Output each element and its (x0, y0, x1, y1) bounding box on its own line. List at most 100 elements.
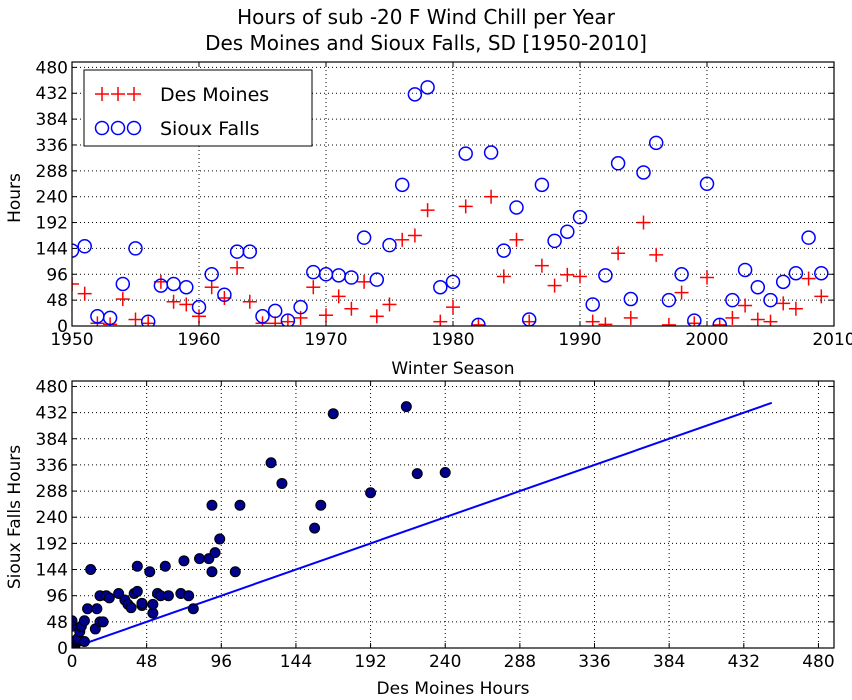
des-moines-point (636, 215, 651, 230)
sioux-falls-point (585, 297, 600, 312)
des-moines-point (72, 276, 79, 291)
bottom-chart-y-tick-label: 432 (36, 404, 68, 424)
sioux-falls-point (763, 292, 778, 308)
des-moines-point (433, 314, 448, 326)
des-moines-point (788, 301, 803, 316)
sioux-falls-point (217, 287, 232, 303)
sioux-falls-point (77, 239, 92, 254)
des-moines-point (128, 312, 143, 326)
sioux-falls-point (623, 291, 639, 307)
comparison-point (315, 499, 327, 511)
top-chart-y-tick-label: 144 (36, 239, 68, 259)
des-moines-point (585, 314, 600, 326)
comparison-point (159, 560, 171, 572)
comparison-point (82, 603, 94, 615)
sioux-falls-point (750, 279, 766, 295)
top-chart-y-tick-label: 336 (36, 136, 68, 156)
top-chart-y-tick-label: 0 (57, 317, 68, 337)
des-moines-point (547, 278, 562, 293)
sioux-falls-point (687, 313, 702, 326)
bottom-chart-y-tick-label: 0 (57, 639, 68, 659)
des-moines-point (801, 271, 816, 286)
top-chart-xlabel: Winter Season (391, 359, 514, 379)
des-moines-point (725, 310, 740, 325)
sioux-falls-point (255, 309, 270, 324)
comparison-point (162, 590, 174, 602)
des-moines-point (382, 297, 397, 312)
bottom-chart-y-tick-label: 192 (36, 534, 68, 554)
des-moines-point (509, 232, 524, 247)
bottom-chart-frame (71, 380, 835, 649)
top-chart-y-tick-label: 432 (36, 84, 68, 104)
des-moines-point (674, 285, 689, 300)
bottom-chart-x-tick-label: 192 (354, 652, 386, 672)
sioux-falls-point (737, 262, 753, 278)
des-moines-point (331, 289, 346, 304)
bottom-chart-x-tick-label: 336 (578, 652, 610, 672)
top-chart-x-tick-label: 1960 (177, 330, 220, 350)
des-moines-point (268, 316, 283, 326)
comparison-point (131, 585, 143, 597)
sioux-falls-point (775, 274, 791, 290)
sioux-falls-point (661, 292, 677, 308)
top-chart-x-tick-label: 1990 (558, 330, 601, 350)
top-chart-y-tick-label: 480 (36, 58, 68, 78)
des-moines-point (319, 308, 333, 323)
bottom-chart-marks (72, 401, 773, 648)
legend-marker-circle (94, 120, 110, 136)
bottom-chart-y-tick-label: 144 (36, 561, 68, 581)
des-moines-point (534, 258, 549, 273)
bottom-chart-y-tick-label: 48 (46, 613, 68, 633)
des-moines-point (407, 228, 422, 243)
sioux-falls-point (598, 268, 613, 283)
top-chart-x-tick-label: 1980 (431, 330, 474, 350)
series-sioux-falls (72, 80, 829, 326)
top-chart-x-tick-label: 2010 (812, 330, 852, 350)
des-moines-point (687, 316, 702, 326)
legend: Des Moines Sioux Falls (83, 69, 313, 147)
sioux-falls-point (242, 244, 258, 259)
des-moines-point (611, 246, 626, 261)
sioux-falls-point (140, 314, 156, 326)
comparison-point (206, 499, 218, 511)
comparison-point (214, 533, 226, 545)
chart-title-line-1: Hours of sub -20 F Wind Chill per Year (237, 5, 616, 29)
comparison-point (229, 566, 241, 578)
des-moines-point (484, 189, 499, 204)
des-moines-point (814, 289, 829, 304)
legend-marker-plus (127, 87, 141, 101)
bottom-chart-xlabel: Des Moines Hours (377, 679, 530, 699)
des-moines-point (738, 298, 753, 313)
comparison-point (365, 487, 377, 499)
des-moines-point (141, 316, 156, 326)
sioux-falls-point (725, 292, 740, 308)
des-moines-point (446, 300, 460, 315)
legend-marker-circle (126, 120, 142, 136)
sioux-falls-point (356, 230, 372, 245)
comparison-point (439, 467, 451, 479)
sioux-falls-point (72, 243, 80, 258)
sioux-falls-point (483, 145, 499, 160)
des-moines-point (763, 314, 778, 326)
des-moines-point (560, 267, 575, 282)
bottom-chart-x-tick-label: 384 (653, 652, 685, 672)
sioux-falls-point (394, 177, 410, 193)
comparison-point (125, 602, 137, 614)
des-moines-point (661, 317, 676, 326)
des-moines-point (598, 317, 613, 326)
sioux-falls-point (521, 312, 537, 326)
sioux-falls-point (699, 176, 715, 192)
top-chart-y-tick-label: 288 (36, 162, 68, 182)
bottom-chart-x-tick-label: 0 (67, 652, 78, 672)
top-chart-y-tick-label: 192 (36, 214, 68, 234)
top-chart-y-tick-label: 48 (46, 291, 68, 311)
sioux-falls-point (610, 156, 626, 171)
sioux-falls-point (801, 230, 816, 245)
comparison-point (194, 553, 206, 565)
bottom-chart-x-tick-label: 288 (504, 652, 536, 672)
sioux-falls-point (547, 233, 562, 249)
comparison-point (400, 401, 412, 413)
sioux-falls-point (712, 317, 727, 326)
top-chart-y-tick-label: 96 (46, 265, 68, 285)
legend-label-des-moines: Des Moines (160, 84, 269, 106)
